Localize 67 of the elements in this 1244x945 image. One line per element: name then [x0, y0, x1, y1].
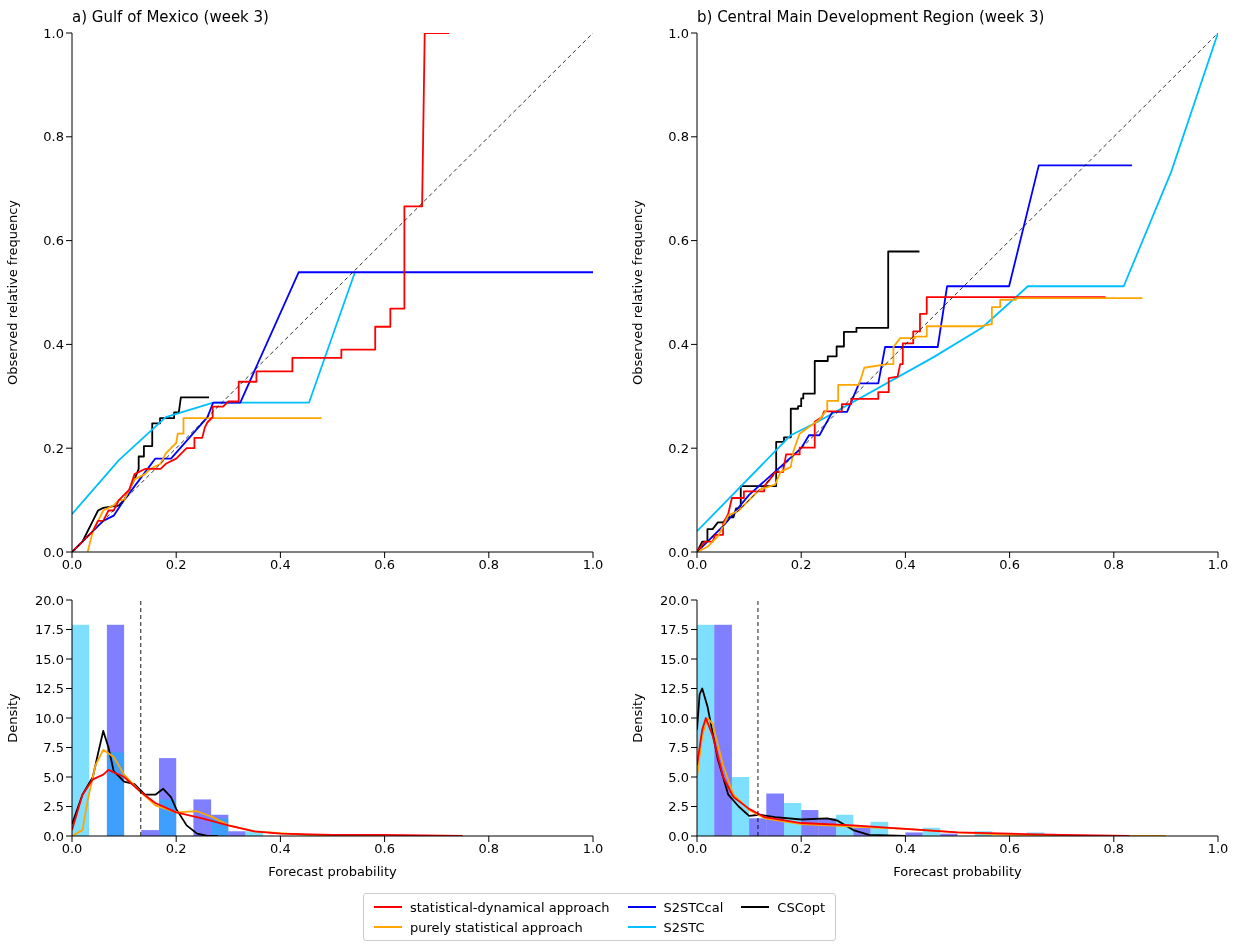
y-tick-label: 0.4 — [668, 337, 689, 353]
x-tick-label: 0.8 — [478, 841, 500, 857]
y-tick-label: 12.5 — [660, 681, 689, 697]
y-tick-label: 0.0 — [43, 544, 64, 560]
x-tick-label: 1.0 — [1207, 557, 1229, 573]
y-tick-label: 10.0 — [35, 710, 64, 726]
x-tick-label: 0.4 — [270, 557, 291, 573]
y-tick-label: 0.8 — [668, 129, 689, 145]
y-tick-label: 0.2 — [668, 440, 689, 456]
y-tick-label: 2.5 — [43, 799, 64, 815]
y-axis-title: Density — [4, 692, 20, 743]
x-axis-title: Forecast probability — [893, 864, 1023, 879]
y-axis-title: Density — [629, 692, 645, 743]
y-tick-label: 17.5 — [35, 622, 64, 638]
y-tick-label: 0.0 — [43, 828, 64, 844]
legend-label: S2STC — [663, 919, 705, 935]
y-tick-label: 15.0 — [35, 651, 64, 667]
y-tick-label: 5.0 — [43, 769, 64, 785]
y-tick-label: 0.0 — [668, 544, 689, 560]
x-tick-label: 0.0 — [686, 841, 708, 857]
x-tick-label: 0.2 — [790, 557, 812, 573]
y-axis-title: Observed relative frequency — [629, 199, 645, 386]
y-axis-title: Observed relative frequency — [4, 199, 20, 386]
legend-label: statistical-dynamical approach — [410, 899, 610, 915]
x-tick-label: 0.6 — [999, 557, 1020, 573]
x-tick-label: 0.2 — [790, 841, 812, 857]
x-tick-label: 0.8 — [1103, 557, 1125, 573]
y-tick-label: 12.5 — [35, 681, 64, 697]
y-tick-label: 5.0 — [668, 769, 689, 785]
y-tick-label: 7.5 — [668, 740, 689, 756]
y-tick-label: 0.4 — [43, 337, 64, 353]
x-tick-label: 0.4 — [895, 557, 916, 573]
x-tick-label: 0.4 — [270, 841, 291, 857]
y-tick-label: 10.0 — [660, 710, 689, 726]
legend-label: purely statistical approach — [410, 919, 583, 935]
x-tick-label: 0.8 — [478, 557, 500, 573]
y-tick-label: 7.5 — [43, 740, 64, 756]
y-tick-label: 2.5 — [668, 799, 689, 815]
y-tick-label: 20.0 — [660, 592, 689, 608]
x-tick-label: 0.2 — [165, 841, 187, 857]
chart-title: b) Central Main Development Region (week 3) — [697, 8, 1045, 26]
x-tick-label: 1.0 — [582, 841, 604, 857]
x-tick-label: 0.0 — [686, 557, 708, 573]
y-tick-label: 0.0 — [668, 828, 689, 844]
y-tick-label: 0.6 — [43, 233, 64, 249]
y-tick-label: 20.0 — [35, 592, 64, 608]
x-axis-title: Forecast probability — [268, 864, 398, 879]
legend-label: S2STCcal — [663, 899, 724, 915]
y-tick-label: 0.6 — [668, 233, 689, 249]
y-tick-label: 17.5 — [660, 622, 689, 638]
x-tick-label: 0.6 — [999, 841, 1020, 857]
x-tick-label: 1.0 — [582, 557, 604, 573]
x-tick-label: 0.0 — [61, 557, 83, 573]
x-tick-label: 0.6 — [374, 557, 395, 573]
x-tick-label: 1.0 — [1207, 841, 1229, 857]
y-tick-label: 1.0 — [43, 25, 64, 41]
x-tick-label: 0.2 — [165, 557, 187, 573]
x-tick-label: 0.4 — [895, 841, 916, 857]
chart-title: a) Gulf of Mexico (week 3) — [72, 8, 269, 26]
y-tick-label: 15.0 — [660, 651, 689, 667]
y-tick-label: 1.0 — [668, 25, 689, 41]
x-tick-label: 0.8 — [1103, 841, 1125, 857]
y-tick-label: 0.8 — [43, 129, 64, 145]
x-tick-label: 0.6 — [374, 841, 395, 857]
y-tick-label: 0.2 — [43, 440, 64, 456]
legend-label: CSCopt — [777, 899, 826, 915]
x-tick-label: 0.0 — [61, 841, 83, 857]
